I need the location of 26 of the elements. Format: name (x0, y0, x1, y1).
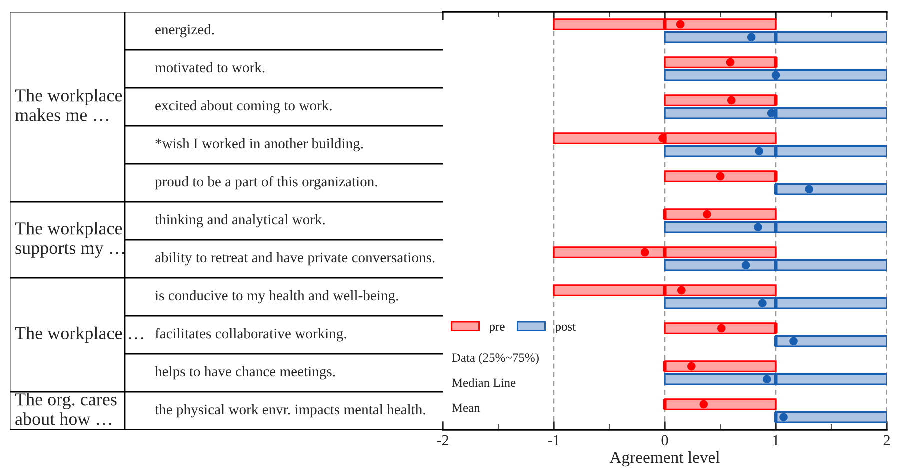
legend-label: pre (489, 324, 505, 334)
y-tick-label: facilitates collaborative working. (155, 328, 346, 342)
y-tick-label: ability to retreat and have private conversations. (156, 252, 435, 266)
y-tick-label: helps to have chance meetings. (155, 366, 336, 380)
y-tick-label: the physical work envr. impacts mental health. (155, 404, 426, 418)
x-tick-label: 2 (884, 435, 890, 446)
y-tick-label: energized. (156, 24, 214, 38)
y-tick-label: excited about coming to work. (156, 100, 332, 114)
y-tick-label: motivated to work. (155, 62, 265, 73)
text: The org. cares about how … (15, 393, 117, 426)
text: The workplace supports my … (15, 222, 124, 258)
y-tick-label: thinking and analytical work. (155, 214, 325, 228)
y-tick-label: *wish I worked in another building. (156, 138, 364, 152)
y-tick-label: is conducive to my health and well-being. (155, 290, 398, 304)
annotation: Median Line (452, 378, 516, 388)
annotation: Mean (452, 404, 480, 412)
x-axis-title: Agreement level (610, 451, 720, 467)
x-tick-label: -1 (548, 435, 560, 446)
x-tick-label: -2 (437, 435, 449, 446)
legend-label: post (555, 324, 576, 334)
annotation: Data (25%~75%) (452, 353, 539, 365)
x-tick-label: 0 (662, 435, 668, 446)
y-tick-label: proud to be a part of this organization. (155, 176, 378, 190)
x-tick-label: 1 (774, 435, 779, 446)
text: The workplace … (15, 326, 144, 344)
text: The workplace makes me … (15, 89, 122, 122)
